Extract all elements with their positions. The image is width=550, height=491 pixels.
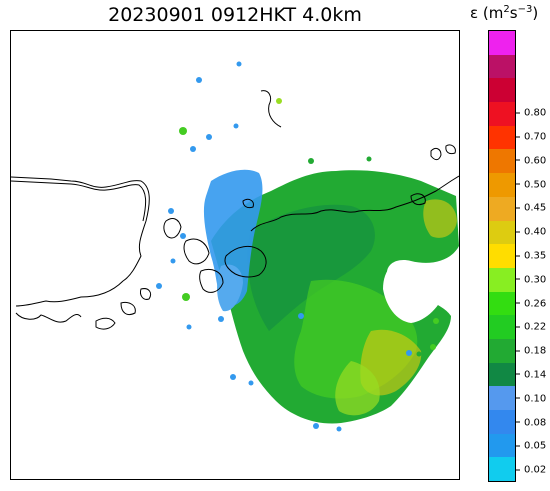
colorbar-segment xyxy=(489,196,515,221)
colorbar-segment xyxy=(489,386,515,410)
radar-echo-yellow-ne xyxy=(423,199,457,238)
colorbar-segment xyxy=(489,315,515,339)
colorbar-tick-label: 0.14 xyxy=(516,369,546,380)
map-title: 20230901 0912HKT 4.0km xyxy=(108,4,362,26)
radar-echo-dark xyxy=(247,204,375,331)
colorbar-segment xyxy=(489,54,515,79)
radar-echo-blue xyxy=(203,169,263,306)
colorbar-tick-label: 0.10 xyxy=(516,393,546,404)
colorbar-tick-label: 0.02 xyxy=(516,465,546,476)
colorbar-segment xyxy=(489,433,515,458)
scattered-echoes xyxy=(156,61,439,432)
colorbar-segment xyxy=(489,291,515,316)
colorbar-tick-label: 0.30 xyxy=(516,274,546,285)
colorbar-segment xyxy=(489,338,515,363)
colorbar-tick-label: 0.70 xyxy=(516,132,546,143)
colorbar-tick-label: 0.08 xyxy=(516,417,546,428)
colorbar-tick-label: 0.35 xyxy=(516,251,546,262)
radar-map xyxy=(11,61,459,432)
colorbar-tick-label: 0.80 xyxy=(516,108,546,119)
colorbar-segment xyxy=(489,173,515,197)
coastline xyxy=(11,90,459,330)
radar-gap xyxy=(383,264,446,323)
colorbar-segment xyxy=(489,457,515,482)
colorbar-tick-label: 0.26 xyxy=(516,298,546,309)
colorbar-tick-label: 0.45 xyxy=(516,203,546,214)
colorbar-tick-label: 0.05 xyxy=(516,441,546,452)
colorbar-segment xyxy=(489,78,515,103)
colorbar-title: ε (m2s−3) xyxy=(470,4,539,22)
colorbar-segment xyxy=(489,410,515,434)
radar-echo-blue-2 xyxy=(217,264,243,312)
colorbar-tick-label: 0.22 xyxy=(516,322,546,333)
colorbar-segment xyxy=(489,362,515,387)
colorbar-segment xyxy=(489,267,515,292)
colorbar-segment xyxy=(489,102,515,126)
colorbar xyxy=(488,30,516,482)
colorbar-tick-label: 0.40 xyxy=(516,227,546,238)
colorbar-segment xyxy=(489,244,515,268)
radar-map-panel xyxy=(10,30,460,480)
colorbar-tick-label: 0.50 xyxy=(516,179,546,190)
colorbar-tick-label: 0.18 xyxy=(516,346,546,357)
colorbar-segment xyxy=(489,149,515,174)
colorbar-segment xyxy=(489,220,515,245)
colorbar-segment xyxy=(489,31,515,55)
radar-echo-yellow-green xyxy=(335,361,380,416)
colorbar-segment xyxy=(489,125,515,150)
colorbar-tick-label: 0.60 xyxy=(516,155,546,166)
